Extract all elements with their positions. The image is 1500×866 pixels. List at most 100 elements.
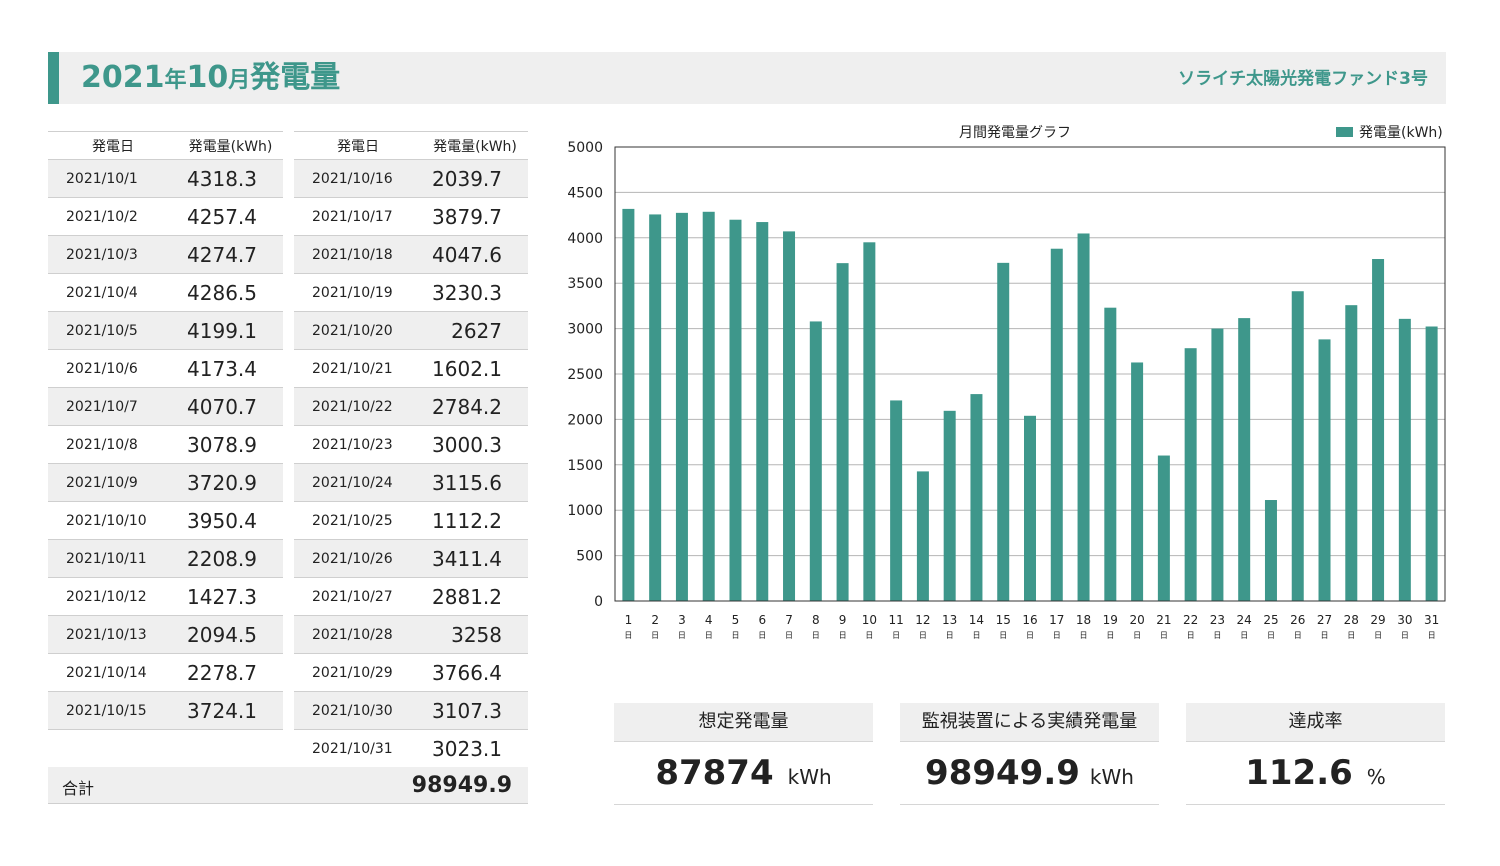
table-row: 2021/10/4 4286.5 (48, 273, 283, 312)
row-date: 2021/10/30 (294, 691, 422, 730)
bar-day-18 (1077, 233, 1090, 602)
row-value: 3115.6 (422, 463, 528, 502)
x-tick-label: 21 (1156, 613, 1171, 627)
row-value: 2784.2 (422, 387, 528, 426)
row-value: 3107.3 (422, 691, 528, 730)
header-accent-bar (48, 52, 59, 104)
table-row: 2021/10/14 2278.7 (48, 653, 283, 692)
x-tick-suffix: 日 (651, 631, 659, 640)
page-header: 2021年10月発電量 ソライチ太陽光発電ファンド3号 (48, 52, 1446, 104)
bar-day-9 (836, 263, 849, 601)
table-row: 2021/10/17 3879.7 (294, 197, 528, 236)
row-value: 3766.4 (422, 653, 528, 692)
table-row: 2021/10/23 3000.3 (294, 425, 528, 464)
bar-day-12 (916, 471, 929, 601)
bar-day-10 (863, 242, 876, 601)
x-tick-label: 14 (969, 613, 984, 627)
x-tick-suffix: 日 (972, 631, 980, 640)
row-date: 2021/10/18 (294, 235, 422, 274)
x-tick-label: 7 (785, 613, 793, 627)
table-row: 2021/10/24 3115.6 (294, 463, 528, 502)
title-month: 10 (186, 60, 229, 95)
table-row: 2021/10/15 3724.1 (48, 691, 283, 730)
row-value: 2278.7 (178, 653, 283, 692)
x-tick-label: 1 (625, 613, 633, 627)
x-tick-label: 22 (1183, 613, 1198, 627)
row-value: 4047.6 (422, 235, 528, 274)
column-header-date: 発電日 (48, 131, 178, 160)
x-tick-suffix: 日 (839, 631, 847, 640)
bar-day-11 (890, 400, 903, 601)
row-date: 2021/10/10 (48, 501, 178, 540)
row-date: 2021/10/15 (48, 691, 178, 730)
x-tick-label: 4 (705, 613, 713, 627)
bar-day-4 (702, 211, 715, 601)
column-header-value: 発電量(kWh) (178, 131, 283, 160)
table-row: 2021/10/2 4257.4 (48, 197, 283, 236)
table-row: 2021/10/11 2208.9 (48, 539, 283, 578)
actual-generation-value: 98949.9 (925, 753, 1080, 793)
x-tick-suffix: 日 (1347, 631, 1355, 640)
monthly-generation-chart: 月間発電量グラフ 発電量(kWh) 0500100015002000250030… (567, 125, 1446, 640)
x-tick-label: 23 (1210, 613, 1225, 627)
x-tick-label: 27 (1317, 613, 1332, 627)
row-date: 2021/10/28 (294, 615, 422, 654)
y-axis-ticks: 0 500 1000 1500 2000 2500 3000 3500 4000 4500 5000 (567, 140, 603, 610)
expected-generation-body: 87874 kWh (614, 742, 873, 805)
row-value: 3230.3 (422, 273, 528, 312)
table-row: 2021/10/7 4070.7 (48, 387, 283, 426)
row-date: 2021/10/22 (294, 387, 422, 426)
bar-day-29 (1372, 259, 1385, 601)
row-value: 3950.4 (178, 501, 283, 540)
row-value: 4070.7 (178, 387, 283, 426)
x-tick-suffix: 日 (1053, 631, 1061, 640)
page-title: 2021年10月発電量 (81, 60, 340, 99)
x-tick-suffix: 日 (624, 631, 632, 640)
bar-day-22 (1184, 348, 1197, 601)
bar-day-3 (675, 212, 688, 601)
table-row: 2021/10/22 2784.2 (294, 387, 528, 426)
row-value: 3724.1 (178, 691, 283, 730)
x-tick-label: 12 (915, 613, 930, 627)
bar-day-25 (1264, 500, 1277, 601)
bar-day-14 (970, 394, 983, 601)
table-row: 2021/10/18 4047.6 (294, 235, 528, 274)
y-tick-label: 500 (576, 549, 603, 565)
table-row: 2021/10/8 3078.9 (48, 425, 283, 464)
x-tick-label: 30 (1397, 613, 1412, 627)
y-tick-label: 4000 (567, 231, 603, 247)
x-tick-label: 16 (1022, 613, 1037, 627)
actual-generation-unit: kWh (1089, 765, 1134, 789)
x-tick-suffix: 日 (1213, 631, 1221, 640)
bar-day-21 (1157, 455, 1170, 601)
fund-name: ソライチ太陽光発電ファンド3号 (1178, 69, 1428, 89)
bar-day-16 (1024, 415, 1036, 601)
x-tick-label: 5 (732, 613, 740, 627)
x-tick-label: 25 (1263, 613, 1278, 627)
row-date: 2021/10/1 (48, 159, 178, 198)
column-header-value: 発電量(kWh) (422, 131, 528, 160)
row-date: 2021/10/27 (294, 577, 422, 616)
actual-generation-card: 監視装置による実績発電量 98949.9 kWh (900, 703, 1159, 805)
table-row: 2021/10/9 3720.9 (48, 463, 283, 502)
row-value: 3411.4 (422, 539, 528, 578)
x-tick-suffix: 日 (758, 631, 766, 640)
x-tick-label: 2 (651, 613, 659, 627)
achievement-rate-unit: % (1366, 765, 1386, 789)
y-tick-label: 2000 (567, 412, 603, 428)
x-tick-suffix: 日 (892, 631, 900, 640)
x-tick-label: 26 (1290, 613, 1305, 627)
total-row: 合計 98949.9 (48, 767, 528, 804)
row-date: 2021/10/31 (294, 729, 422, 768)
x-tick-suffix: 日 (1160, 631, 1168, 640)
y-tick-label: 3000 (567, 322, 603, 338)
table-row: 2021/10/6 4173.4 (48, 349, 283, 388)
x-tick-suffix: 日 (678, 631, 686, 640)
row-date: 2021/10/3 (48, 235, 178, 274)
row-date: 2021/10/17 (294, 197, 422, 236)
expected-generation-label: 想定発電量 (614, 703, 873, 742)
x-tick-label: 31 (1424, 613, 1439, 627)
x-tick-suffix: 日 (1133, 631, 1141, 640)
table-row: 2021/10/29 3766.4 (294, 653, 528, 692)
bar-day-8 (809, 321, 822, 601)
